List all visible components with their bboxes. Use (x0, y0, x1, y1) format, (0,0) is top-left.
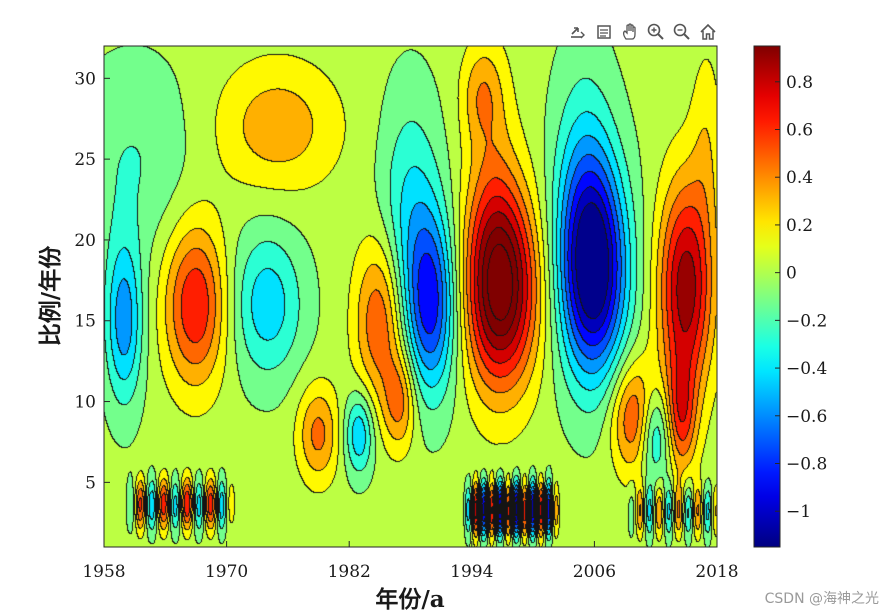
colorbar-tick-label: 0.6 (786, 121, 813, 141)
y-axis-label: 比例/年份 (37, 245, 64, 346)
y-axis: 5 10 15 20 25 30 (74, 69, 110, 493)
brush-icon (597, 25, 611, 39)
colorbar-tick-label: 0.4 (786, 168, 813, 188)
zoom-in-button[interactable] (644, 20, 668, 44)
pan-icon (622, 23, 636, 40)
colorbar-gradient (753, 45, 781, 548)
zoom-out-icon (673, 23, 690, 40)
pan-button[interactable] (618, 20, 642, 44)
x-tick-label: 1970 (205, 562, 248, 582)
zoom-out-button[interactable] (670, 20, 694, 44)
y-tick-label: 20 (74, 231, 96, 251)
contour-field (104, 46, 717, 547)
colorbar-tick-label: 0 (786, 264, 797, 284)
colorbar-tick-label: 0.2 (786, 216, 813, 236)
x-tick-label: 1994 (450, 562, 493, 582)
colorbar-tick-label: −0.2 (786, 311, 827, 331)
export-button[interactable] (566, 20, 590, 44)
figure-toolbar (566, 20, 720, 44)
colorbar-tick-label: −1 (786, 502, 811, 522)
x-axis: 1958 1970 1982 1994 2006 2018 (82, 541, 739, 582)
colorbar-tick-label: 0.8 (786, 73, 813, 93)
x-axis-label: 年份/a (375, 586, 444, 613)
plot-frame (103, 45, 718, 548)
home-icon (700, 23, 716, 40)
y-tick-label: 15 (74, 312, 96, 332)
colorbar-tick-label: −0.4 (786, 359, 827, 379)
x-tick-label: 1958 (82, 562, 125, 582)
restore-view-button[interactable] (696, 20, 720, 44)
colorbar: 0.8 0.6 0.4 0.2 0 −0.2 −0.4 −0.6 −0.8 −1 (753, 45, 827, 548)
x-tick-label: 2018 (695, 562, 738, 582)
export-icon (571, 27, 585, 39)
watermark: CSDN @海神之光 (764, 591, 879, 607)
y-tick-label: 25 (74, 150, 96, 170)
colorbar-tick-label: −0.8 (786, 455, 827, 475)
colorbar-tick-label: −0.6 (786, 407, 827, 427)
zoom-in-icon (647, 23, 664, 40)
x-tick-label: 1982 (328, 562, 371, 582)
plot-area[interactable] (104, 46, 717, 547)
y-tick-label: 5 (85, 473, 96, 493)
data-brush-button[interactable] (592, 20, 616, 44)
y-tick-label: 10 (74, 393, 96, 413)
y-tick-label: 30 (74, 69, 96, 89)
x-tick-label: 2006 (573, 562, 616, 582)
